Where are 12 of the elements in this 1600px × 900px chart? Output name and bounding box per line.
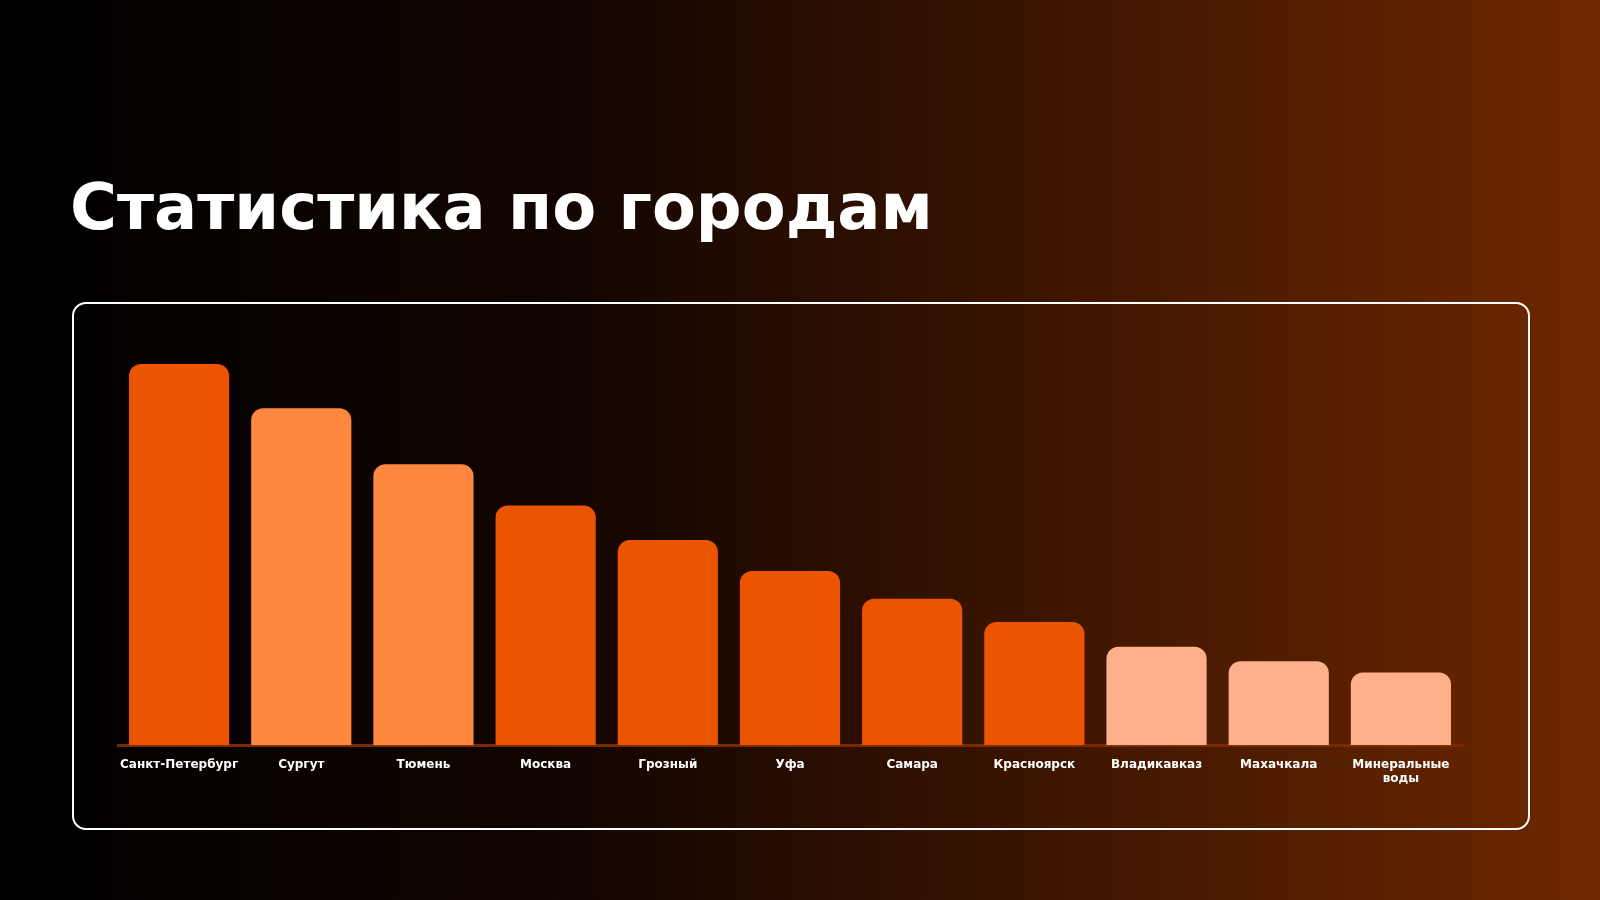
x-tick-label: Грозный [638, 756, 698, 771]
x-tick-label: Минеральные воды [1352, 756, 1450, 785]
x-tick-label: Красноярск [993, 756, 1076, 771]
x-tick-label: Владикавказ [1110, 756, 1203, 771]
x-tick-label: Москва [520, 756, 572, 771]
x-tick-label: Самара [886, 756, 938, 771]
x-tick-label: Санкт-Петербург [119, 756, 239, 771]
x-tick-label: Уфа [775, 756, 805, 771]
chart-title: Статистика по городам [70, 170, 933, 244]
x-tick-label: Тюмень [396, 756, 451, 771]
x-tick-label: Сургут [278, 756, 325, 771]
x-tick-label: Махачкала [1240, 756, 1318, 771]
